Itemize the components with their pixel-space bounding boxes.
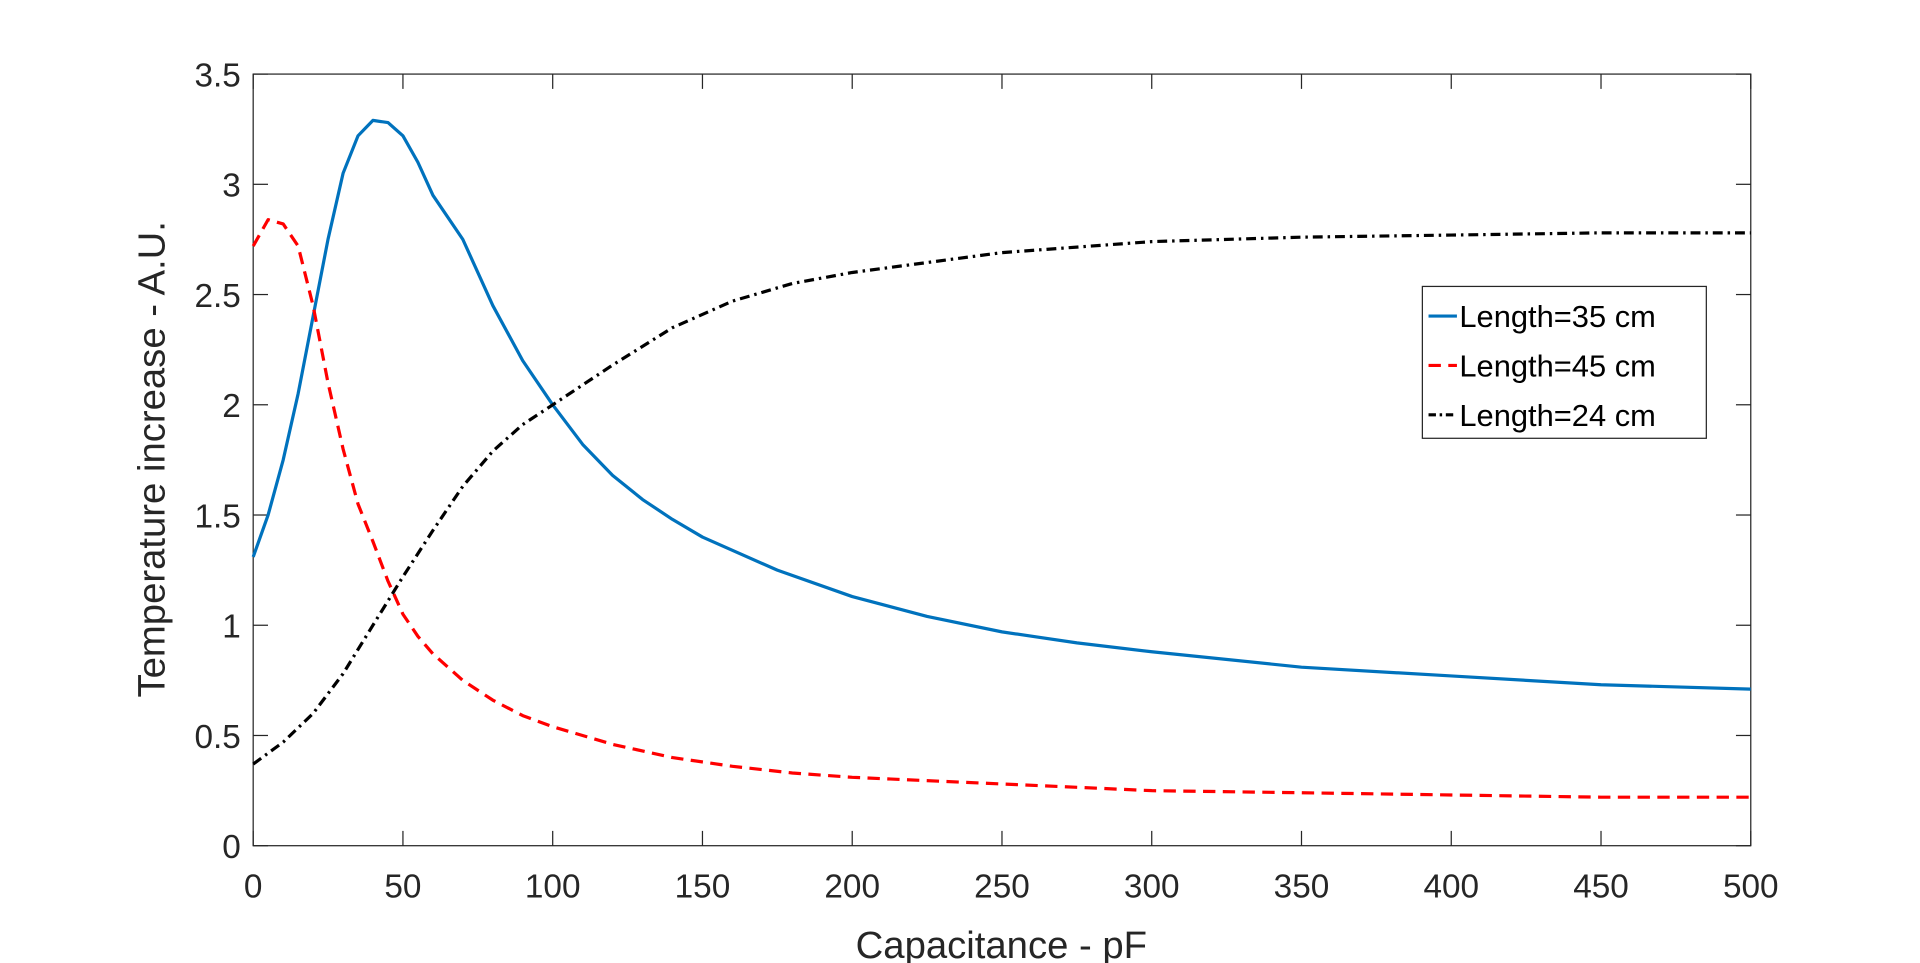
x-axis-label: Capacitance - pF (856, 924, 1147, 963)
series-line-2 (251, 218, 1751, 799)
y-tick-label: 3.5 (194, 57, 240, 94)
legend-box (1421, 285, 1707, 439)
y-axis-label: Temperature increase - A.U. (130, 221, 173, 697)
x-tick-label: 300 (1124, 869, 1180, 906)
x-tick-label: 100 (525, 869, 581, 906)
x-tick-label: 250 (974, 869, 1030, 906)
axes-box (252, 73, 1752, 847)
y-tick-label: 0.5 (194, 719, 240, 756)
y-tick-label: 0 (222, 829, 241, 866)
y-tick-label: 3 (222, 168, 241, 205)
y-tick-label: 1.5 (194, 498, 240, 535)
legend-label: Length=35 cm (1459, 299, 1655, 334)
series-line-1 (251, 118, 1751, 691)
x-tick-label: 0 (244, 869, 263, 906)
legend-label: Length=24 cm (1459, 398, 1655, 433)
x-tick-label: 200 (824, 869, 880, 906)
series-line-3 (252, 231, 1751, 766)
legend-label: Length=45 cm (1459, 349, 1655, 384)
x-tick-label: 50 (384, 869, 421, 906)
plot-area: 0 50 100 150 200 250 300 350 400 450 500 0 0.5 1 1.5 2 2… (194, 57, 1778, 905)
x-tick-label: 350 (1274, 869, 1330, 906)
x-tick-label: 400 (1423, 869, 1479, 906)
legend: Length=35 cm Length=45 cm Length=24 cm (1421, 285, 1707, 439)
x-tick-label: 150 (675, 869, 731, 906)
x-tick-label: 500 (1723, 869, 1779, 906)
y-tick-label: 2 (222, 388, 241, 425)
y-tick-label: 2.5 (194, 278, 240, 315)
x-tick-label: 450 (1573, 869, 1629, 906)
y-tick-label: 1 (222, 609, 241, 646)
